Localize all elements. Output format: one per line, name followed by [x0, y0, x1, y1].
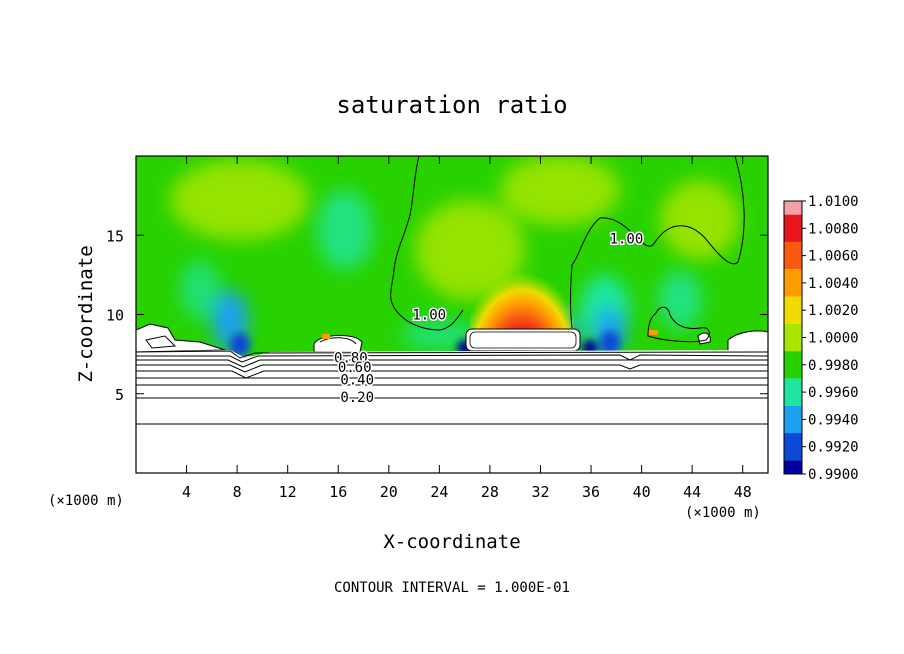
x-unit-left: (×1000 m) [48, 493, 124, 509]
x-tick-label: 4 [182, 483, 191, 501]
x-tick-label: 16 [329, 483, 347, 501]
x-tick-label: 36 [582, 483, 600, 501]
colorbar-swatch [784, 460, 802, 474]
y-tick-label: 5 [115, 386, 124, 404]
colorbar-swatch [784, 323, 802, 352]
chart-title: saturation ratio [336, 91, 567, 119]
plot-field [136, 156, 768, 473]
y-tick-label: 10 [106, 307, 124, 325]
colorbar: 1.0100 1.0080 1.0060 1.0040 1.0020 1.0000 0.99… [783, 194, 859, 483]
colorbar-label: 1.0020 [808, 303, 859, 319]
x-tick-label: 24 [430, 483, 448, 501]
x-tick-label: 32 [531, 483, 549, 501]
colorbar-swatch [784, 241, 802, 270]
colorbar-swatch [784, 351, 802, 379]
x-unit-right: (×1000 m) [685, 505, 761, 521]
contour-label: 0.80 [334, 350, 368, 366]
contour-label: 0.40 [340, 372, 374, 388]
contour-label: 0.60 [338, 360, 372, 376]
contour-1.00-left [390, 156, 464, 331]
colorbar-swatch [784, 214, 802, 242]
x-tick-label: 40 [633, 483, 651, 501]
stratified-contours [136, 350, 768, 425]
colorbar-swatch [784, 296, 802, 324]
colorbar-swatch [784, 201, 802, 215]
colorbar-label: 0.9980 [808, 358, 859, 374]
contour-1.00-right [570, 156, 745, 329]
contour-labels: 1.00 1.00 0.800.600.40 0.20 [333, 230, 645, 408]
colorbar-label: 1.0060 [808, 249, 859, 265]
colorbar-swatch [784, 269, 802, 297]
colorbar-label: 0.9940 [808, 412, 859, 428]
contour-lines [136, 156, 768, 425]
colorbar-label: 1.0040 [808, 276, 859, 292]
colorbar-swatch [784, 378, 802, 406]
colorbar-swatch [784, 433, 802, 461]
y-ticks: 5 10 15 [106, 227, 768, 404]
colorbar-label: 0.9900 [808, 467, 859, 483]
contour-interval-note: CONTOUR INTERVAL = 1.000E-01 [334, 580, 570, 596]
colorbar-swatch [784, 405, 802, 434]
x-tick-label: 28 [481, 483, 499, 501]
colorbar-label: 0.9960 [808, 385, 859, 401]
x-ticks: 4 8 12 16 20 24 28 32 36 40 44 48 [182, 156, 752, 501]
colorbar-label: 1.0000 [808, 331, 859, 347]
y-axis-label: Z-coordinate [75, 245, 97, 382]
x-tick-label: 8 [233, 483, 242, 501]
x-tick-label: 44 [683, 483, 701, 501]
x-axis-label: X-coordinate [383, 531, 520, 553]
colorbar-label: 0.9920 [808, 440, 859, 456]
x-tick-label: 48 [734, 483, 752, 501]
y-tick-label: 15 [106, 227, 124, 245]
x-tick-label: 20 [380, 483, 398, 501]
colorbar-label: 1.0080 [808, 221, 859, 237]
colorbar-label: 1.0100 [808, 194, 859, 210]
contour-label: 1.00 [412, 308, 446, 324]
x-tick-label: 12 [279, 483, 297, 501]
contour-label: 0.20 [340, 390, 374, 406]
contour-label: 1.00 [610, 231, 644, 247]
